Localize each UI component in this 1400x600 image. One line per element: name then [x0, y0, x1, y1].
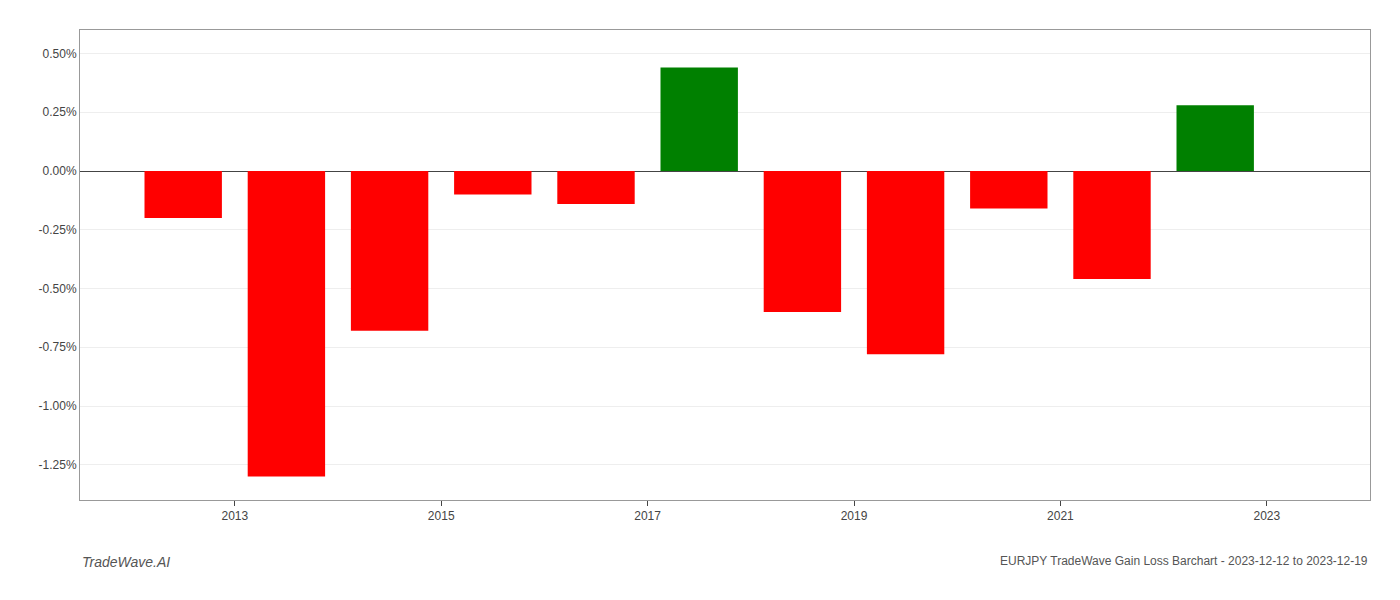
svg-text:2019: 2019 [841, 509, 868, 523]
svg-text:0.00%: 0.00% [43, 164, 77, 178]
svg-text:0.25%: 0.25% [43, 105, 77, 119]
svg-text:2013: 2013 [221, 509, 248, 523]
svg-text:2023: 2023 [1253, 509, 1280, 523]
svg-text:2015: 2015 [428, 509, 455, 523]
svg-text:TradeWave.AI: TradeWave.AI [82, 554, 170, 570]
svg-text:2017: 2017 [634, 509, 661, 523]
svg-text:EURJPY TradeWave Gain Loss Bar: EURJPY TradeWave Gain Loss Barchart - 20… [1000, 554, 1368, 568]
svg-text:-0.25%: -0.25% [39, 223, 77, 237]
svg-text:0.50%: 0.50% [43, 47, 77, 61]
svg-text:-1.00%: -1.00% [39, 399, 77, 413]
svg-text:-1.25%: -1.25% [39, 458, 77, 472]
svg-text:2021: 2021 [1047, 509, 1074, 523]
svg-text:-0.75%: -0.75% [39, 340, 77, 354]
svg-text:-0.50%: -0.50% [39, 282, 77, 296]
